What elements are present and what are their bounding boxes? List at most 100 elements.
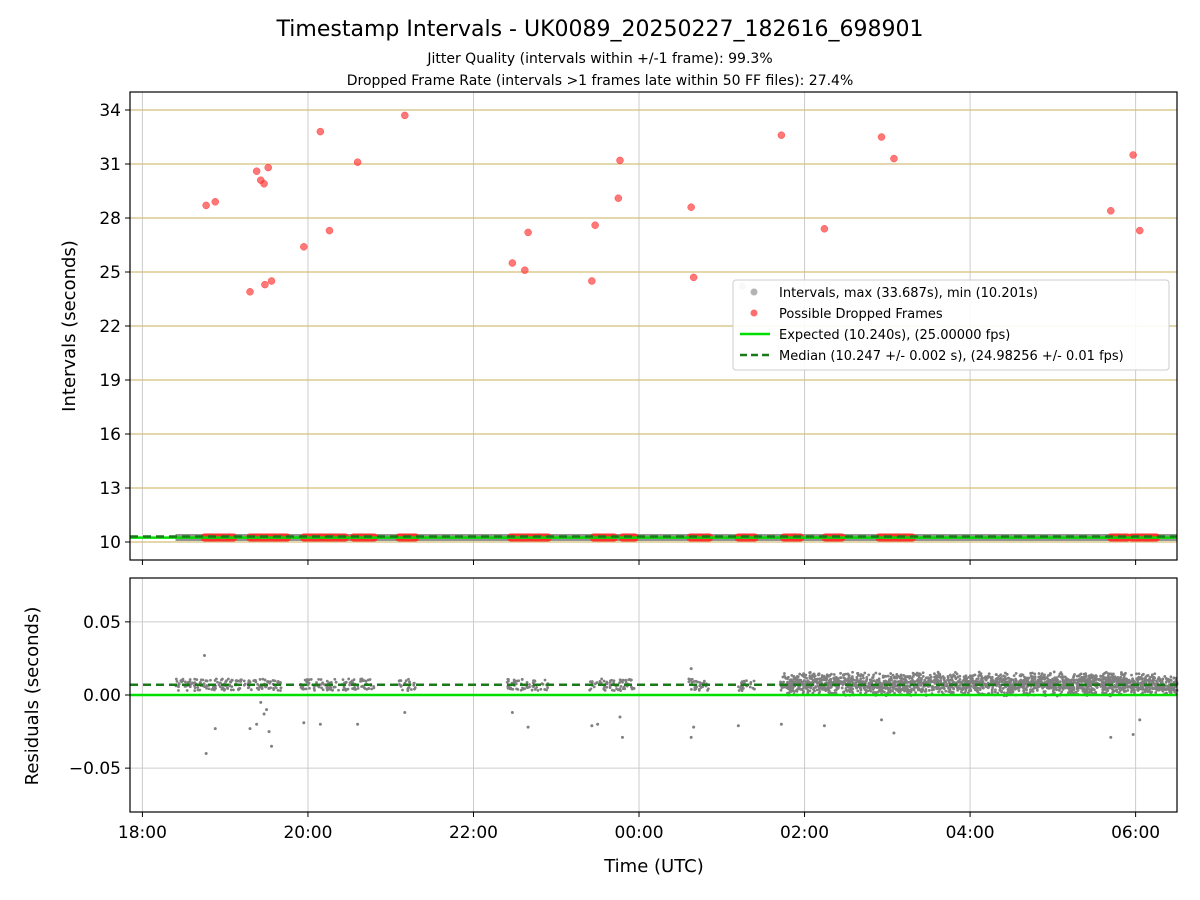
residual-point <box>801 684 805 687</box>
residual-point <box>325 679 329 683</box>
residual-point <box>249 688 253 692</box>
residual-point <box>1010 690 1014 694</box>
residual-point <box>997 674 1001 678</box>
residual-point <box>1082 679 1085 683</box>
residual-point <box>1038 675 1042 679</box>
residual-point <box>1066 686 1070 689</box>
residual-point <box>808 671 812 674</box>
residual-point <box>753 687 756 691</box>
residual-point <box>1047 686 1051 690</box>
residual-point <box>1007 690 1011 694</box>
residual-point <box>193 689 197 692</box>
residual-point <box>1099 685 1103 688</box>
residual-point <box>939 676 943 680</box>
residual-point <box>1114 677 1118 680</box>
residual-point <box>896 675 899 679</box>
residual-point <box>1006 687 1010 691</box>
x-tick-label-6: 06:00 <box>1111 823 1160 843</box>
residual-point <box>986 674 990 678</box>
residual-point <box>990 690 994 694</box>
residual-point <box>844 677 847 681</box>
residual-point <box>1153 672 1157 676</box>
residual-outlier-5 <box>259 700 263 704</box>
residual-point <box>1052 670 1056 674</box>
residual-point <box>341 688 345 692</box>
x-tick-label-4: 02:00 <box>780 823 829 843</box>
residual-point <box>889 686 893 689</box>
residual-point <box>1163 674 1167 678</box>
residual-point <box>900 688 903 691</box>
residual-point <box>982 683 986 687</box>
residual-outlier-23 <box>736 724 740 728</box>
residual-point <box>1032 681 1036 685</box>
residual-point <box>252 679 256 683</box>
top-y-tick-label-1: 13 <box>99 479 121 499</box>
residual-point <box>616 688 620 692</box>
residual-point <box>207 687 211 691</box>
residual-point <box>397 679 401 683</box>
residual-point <box>1104 687 1108 690</box>
residual-point <box>308 686 311 690</box>
residual-point <box>1150 675 1154 678</box>
residual-point <box>977 680 981 683</box>
residual-point <box>1087 690 1091 694</box>
residual-point <box>271 679 275 682</box>
residual-point <box>788 678 792 682</box>
residual-point <box>267 687 271 690</box>
top-plot-frame <box>129 91 1178 561</box>
residual-point <box>1087 677 1090 681</box>
residual-point <box>404 679 408 683</box>
residual-point <box>981 686 985 690</box>
residual-point <box>812 672 816 676</box>
residual-point <box>851 677 855 681</box>
residual-point <box>871 691 875 694</box>
residual-point <box>1017 689 1021 693</box>
bottom-plot-frame <box>129 577 1178 813</box>
residual-point <box>1089 680 1093 683</box>
residual-point <box>915 671 919 675</box>
residual-point <box>412 683 416 687</box>
residual-point <box>913 680 917 684</box>
residual-point <box>912 688 915 691</box>
residual-point <box>886 686 890 690</box>
residual-outlier-22 <box>692 725 696 729</box>
residual-point <box>1027 676 1031 680</box>
residual-point <box>968 674 972 678</box>
residual-point <box>866 686 870 690</box>
residual-point <box>413 686 417 690</box>
residual-point <box>827 674 830 678</box>
residual-outlier-18 <box>618 715 622 719</box>
residual-point <box>1125 683 1129 687</box>
residual-point <box>1167 689 1171 692</box>
residual-point <box>187 680 190 684</box>
residual-point <box>1051 679 1054 683</box>
residual-point <box>1062 682 1066 686</box>
residual-point <box>790 673 794 677</box>
residual-point <box>305 680 309 684</box>
residual-outlier-24 <box>779 722 783 726</box>
residual-point <box>814 685 818 688</box>
residual-point <box>1070 691 1074 695</box>
residual-point <box>915 686 919 689</box>
top-y-tick-label-4: 22 <box>99 317 121 337</box>
residual-point <box>749 682 753 686</box>
residual-point <box>1170 688 1174 692</box>
residual-point <box>1131 686 1135 690</box>
residual-point <box>834 678 838 681</box>
residual-outlier-3 <box>248 727 252 731</box>
legend-marker-intervals <box>750 288 758 296</box>
residual-point <box>905 681 909 684</box>
residual-point <box>350 680 353 684</box>
residual-point <box>1082 675 1086 679</box>
residual-point <box>891 685 895 689</box>
residual-point <box>177 682 181 685</box>
residual-point <box>981 679 984 683</box>
residual-point <box>1094 690 1098 694</box>
residual-outlier-6 <box>262 712 266 716</box>
residual-point <box>181 679 185 683</box>
residual-point <box>238 686 242 690</box>
dropped-frame-point-10 <box>316 127 325 136</box>
residual-point <box>198 688 202 692</box>
residual-point <box>255 686 259 690</box>
residual-point <box>737 689 741 692</box>
